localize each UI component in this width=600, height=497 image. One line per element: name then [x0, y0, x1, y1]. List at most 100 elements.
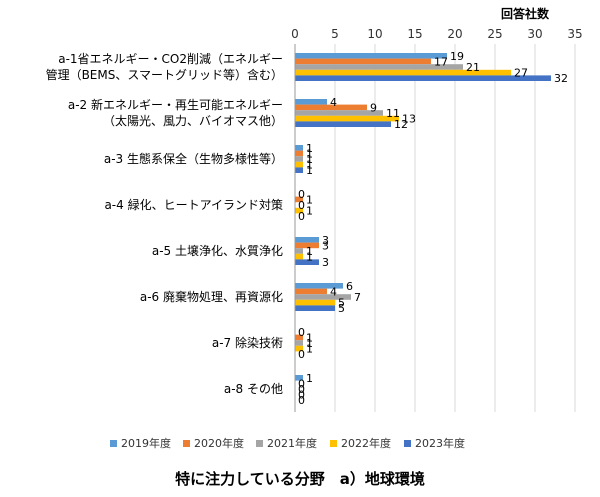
bar [295, 58, 431, 65]
bar [295, 334, 303, 341]
data-label: 0 [298, 326, 305, 339]
legend-label: 2021年度 [267, 436, 317, 450]
category-labels: a-1省エネルギー・CO2削減（エネルギー管理（BEMS、スマートグリッド等）含… [46, 51, 283, 396]
bar [295, 294, 351, 300]
data-label: 0 [298, 394, 305, 407]
tick-label: 25 [487, 27, 502, 41]
tick-label: 0 [291, 27, 299, 41]
data-label: 1 [306, 337, 313, 350]
bar [295, 104, 367, 111]
data-label: 11 [386, 107, 400, 120]
bar [295, 248, 303, 254]
bar [295, 242, 319, 249]
tick-label: 20 [447, 27, 462, 41]
legend-label: 2020年度 [194, 436, 244, 450]
category-label: a-7 除染技術 [212, 335, 283, 350]
data-label: 9 [370, 101, 377, 114]
data-label: 3 [322, 239, 329, 252]
data-label: 4 [330, 285, 337, 298]
legend-swatch [110, 440, 117, 447]
data-label: 1 [306, 147, 313, 160]
category-label: a-3 生態系保全（生物多様性等） [104, 151, 283, 166]
data-label: 0 [298, 210, 305, 223]
bar [295, 305, 335, 311]
tick-label: 15 [407, 27, 422, 41]
bar [295, 288, 327, 295]
data-label: 0 [298, 389, 305, 402]
data-label: 19 [450, 50, 464, 63]
data-label: 1 [306, 159, 313, 172]
tick-label: 5 [331, 27, 339, 41]
data-label: 1 [306, 205, 313, 218]
bar [295, 69, 511, 76]
bar [295, 99, 327, 105]
bar [295, 115, 399, 122]
bar [295, 64, 463, 70]
bar [295, 283, 343, 289]
bars [295, 53, 551, 381]
data-label: 17 [434, 55, 448, 68]
legend-swatch [183, 440, 190, 447]
unit-label: 回答社数 [501, 6, 550, 21]
data-label: 1 [306, 142, 313, 155]
bar [295, 75, 551, 81]
data-label: 7 [354, 291, 361, 304]
legend-label: 2022年度 [341, 436, 391, 450]
figure-caption: 特に注力している分野 a）地球環境 [175, 470, 425, 488]
legend-label: 2019年度 [121, 436, 171, 450]
bar [295, 167, 303, 173]
data-label: 21 [466, 61, 480, 74]
bar [295, 345, 303, 352]
x-axis-ticks: 0 5 10 15 20 25 30 35 [291, 27, 582, 41]
data-label: 13 [402, 113, 416, 126]
data-label: 5 [338, 302, 345, 315]
category-label: （太陽光、風力、バイオマス他） [103, 113, 283, 128]
category-label: a-8 その他 [224, 382, 283, 396]
data-label: 1 [306, 164, 313, 177]
data-label: 6 [346, 280, 353, 293]
data-label: 5 [338, 297, 345, 310]
bar [295, 53, 447, 59]
data-label: 0 [298, 377, 305, 390]
data-label: 0 [298, 188, 305, 201]
grid-lines [334, 44, 576, 412]
tick-label: 30 [527, 27, 542, 41]
bar [295, 259, 319, 265]
data-label: 3 [322, 256, 329, 269]
bar [295, 156, 303, 162]
bar [295, 237, 319, 243]
bar [295, 299, 335, 306]
data-label: 1 [306, 343, 313, 356]
bar [295, 110, 383, 116]
legend-swatch [330, 440, 337, 447]
bar [295, 375, 303, 381]
data-label: 1 [306, 331, 313, 344]
data-label: 1 [306, 153, 313, 166]
data-label: 0 [298, 199, 305, 212]
category-label: 管理（BEMS、スマートグリッド等）含む） [46, 67, 283, 82]
data-label: 12 [394, 118, 408, 131]
data-label: 0 [298, 348, 305, 361]
legend-label: 2023年度 [415, 436, 465, 450]
category-label: a-6 廃棄物処理、再資源化 [140, 289, 283, 304]
data-label: 4 [330, 96, 337, 109]
data-label: 32 [554, 72, 568, 85]
bar [295, 121, 391, 127]
bar [295, 150, 303, 157]
data-label: 1 [306, 245, 313, 258]
bar [295, 253, 303, 260]
category-label: a-1省エネルギー・CO2削減（エネルギー [58, 51, 283, 66]
bar [295, 145, 303, 151]
category-label: a-5 土壌浄化、水質浄化 [152, 243, 283, 258]
legend: 2019年度 2020年度 2021年度 2022年度 2023年度 [110, 436, 465, 450]
legend-swatch [404, 440, 411, 447]
tick-label: 35 [567, 27, 582, 41]
data-label: 0 [298, 383, 305, 396]
bar [295, 207, 303, 214]
category-label: a-2 新エネルギー・再生可能エネルギー [68, 97, 283, 112]
legend-swatch [256, 440, 263, 447]
tick-label: 10 [367, 27, 382, 41]
data-label: 1 [306, 372, 313, 385]
